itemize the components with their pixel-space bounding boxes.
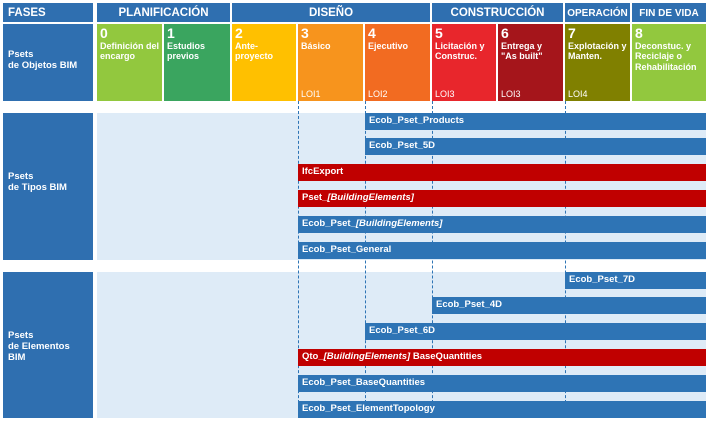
bar-ecob-pset-building-elements: Ecob_Pset_[BuildingElements] — [298, 216, 706, 233]
phase-5-label: Licitación y Construc. — [435, 40, 485, 62]
row-label-tipos-line2: de Tipos BIM — [8, 182, 67, 193]
phase-3-num: 3 — [301, 25, 309, 41]
bar-ecob-pset-5d: Ecob_Pset_5D — [365, 138, 706, 155]
bar-ecob-pset-6d: Ecob_Pset_6D — [365, 323, 706, 340]
phase-4: 4 Ejecutivo LOI2 — [365, 24, 430, 101]
dash-line-loi2 — [365, 101, 366, 418]
bar-ecob-be-italic: [BuildingElements] — [355, 218, 443, 229]
phase-4-label: Ejecutivo — [368, 40, 409, 51]
phase-4-num: 4 — [368, 25, 376, 41]
phase-2: 2 Ante-proyecto — [232, 24, 296, 101]
header-construccion: CONSTRUCCIÓN — [432, 3, 563, 22]
bar-qto-suffix: BaseQuantities — [410, 351, 483, 362]
row-label-tipos: Psets de Tipos BIM — [3, 113, 93, 260]
phase-6-loi: LOI3 — [501, 89, 521, 100]
phase-6: 6 Entrega y "As built" LOI3 — [498, 24, 563, 101]
dash-line-loi1 — [298, 101, 299, 418]
dash-line-loi3 — [432, 101, 433, 418]
row-label-tipos-line1: Psets — [8, 171, 34, 182]
row-label-elementos: Psets de Elementos BIM — [3, 272, 93, 418]
row-label-elementos-line1: Psets — [8, 330, 34, 341]
bar-qto-building-elements: Qto_[BuildingElements] BaseQuantities — [298, 349, 706, 366]
header-operacion: OPERACIÓN — [565, 3, 630, 22]
phase-7-loi: LOI4 — [568, 89, 588, 100]
bar-ifcexport: IfcExport — [298, 164, 706, 181]
row-label-elementos-line2: de Elementos BIM — [8, 341, 70, 363]
phase-8-num: 8 — [635, 25, 643, 41]
phase-7: 7 Explotación y Manten. LOI4 — [565, 24, 630, 101]
phase-7-label: Explotación y Manten. — [568, 40, 627, 62]
bar-qto-prefix: Qto_ — [302, 351, 324, 362]
phase-3-loi: LOI1 — [301, 89, 321, 100]
bar-ecob-pset-general: Ecob_Pset_General — [298, 242, 706, 259]
phase-0: 0 Definición del encargo — [97, 24, 162, 101]
bar-ecob-pset-products: Ecob_Pset_Products — [365, 113, 706, 130]
phase-7-num: 7 — [568, 25, 576, 41]
bar-ecob-pset-4d: Ecob_Pset_4D — [432, 297, 706, 314]
row-label-objetos-line2: de Objetos BIM — [8, 60, 78, 71]
phase-1-label: Estudios previos — [167, 40, 206, 62]
bar-ecob-be-prefix: Ecob_Pset_ — [302, 218, 356, 229]
phase-5-loi: LOI3 — [435, 89, 455, 100]
phase-8-label: Deconstuc. y Reciclaje o Rehabilitación — [635, 40, 697, 73]
pane-elementos — [97, 272, 706, 418]
bar-pset-building-elements: Pset_[BuildingElements] — [298, 190, 706, 207]
header-fases: FASES — [3, 3, 93, 22]
phase-6-label: Entrega y "As built" — [501, 40, 543, 62]
row-label-objetos-line1: Psets — [8, 49, 34, 60]
dash-line-loi4 — [565, 101, 566, 418]
phase-5-num: 5 — [435, 25, 443, 41]
phase-8: 8 Deconstuc. y Reciclaje o Rehabilitación — [632, 24, 706, 101]
phase-2-num: 2 — [235, 25, 243, 41]
header-diseno: DISEÑO — [232, 3, 430, 22]
header-fin-de-vida: FIN DE VIDA — [632, 3, 706, 22]
bar-ecob-pset-basequantities: Ecob_Pset_BaseQuantities — [298, 375, 706, 392]
bar-pset-be-prefix: Pset_ — [302, 192, 328, 203]
bar-pset-be-italic: [BuildingElements] — [327, 192, 414, 203]
phase-1: 1 Estudios previos — [164, 24, 230, 101]
phase-0-label: Definición del encargo — [100, 40, 160, 62]
phase-3: 3 Básico LOI1 — [298, 24, 363, 101]
bar-ecob-pset-7d: Ecob_Pset_7D — [565, 272, 706, 289]
phase-1-num: 1 — [167, 25, 175, 41]
bar-ecob-pset-elementtopology: Ecob_Pset_ElementTopology — [298, 401, 706, 418]
phase-4-loi: LOI2 — [368, 89, 388, 100]
row-label-objetos: Psets de Objetos BIM — [3, 24, 93, 101]
phase-2-label: Ante-proyecto — [235, 40, 274, 62]
bar-qto-italic: [BuildingElements] — [323, 351, 411, 362]
pane-tipos — [97, 113, 706, 260]
header-planificacion: PLANIFICACIÓN — [97, 3, 230, 22]
phase-6-num: 6 — [501, 25, 509, 41]
phase-5: 5 Licitación y Construc. LOI3 — [432, 24, 496, 101]
phase-3-label: Básico — [301, 40, 331, 51]
phase-0-num: 0 — [100, 25, 108, 41]
